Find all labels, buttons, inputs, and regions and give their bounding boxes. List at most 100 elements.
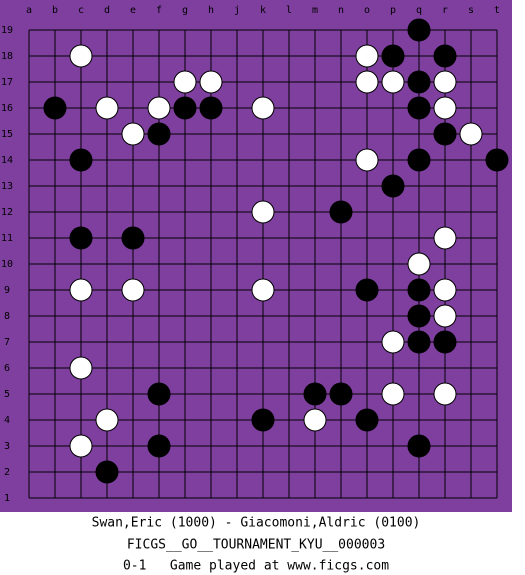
black-stone	[485, 148, 509, 172]
white-stone	[433, 70, 457, 94]
black-stone	[69, 226, 93, 250]
row-label: 11	[1, 233, 13, 244]
black-stone	[251, 408, 275, 432]
white-stone	[433, 278, 457, 302]
row-label: 4	[4, 415, 10, 426]
result: 0-1 Game played at www.ficgs.com	[123, 559, 389, 574]
black-stone	[433, 122, 457, 146]
black-stone	[407, 434, 431, 458]
white-stone	[303, 408, 327, 432]
white-stone	[147, 96, 171, 120]
white-stone	[433, 382, 457, 406]
white-stone	[69, 356, 93, 380]
black-stone	[69, 148, 93, 172]
row-label: 14	[1, 155, 13, 166]
black-stone	[121, 226, 145, 250]
black-stone	[147, 122, 171, 146]
row-label: 6	[4, 363, 10, 374]
black-stone	[407, 70, 431, 94]
row-label: 8	[4, 311, 10, 322]
black-stone	[355, 278, 379, 302]
column-label: r	[442, 5, 448, 16]
white-stone	[69, 278, 93, 302]
white-stone	[69, 44, 93, 68]
column-label: f	[156, 5, 162, 16]
black-stone	[407, 18, 431, 42]
white-stone	[433, 226, 457, 250]
row-label: 9	[4, 285, 10, 296]
white-stone	[251, 278, 275, 302]
row-label: 2	[4, 467, 10, 478]
white-stone	[121, 122, 145, 146]
black-stone	[43, 96, 67, 120]
white-stone	[381, 70, 405, 94]
players: Swan,Eric (1000) - Giacomoni,Aldric (010…	[92, 516, 421, 531]
black-stone	[147, 434, 171, 458]
black-stone	[407, 148, 431, 172]
row-label: 5	[4, 389, 10, 400]
column-label: s	[468, 5, 474, 16]
white-stone	[381, 382, 405, 406]
black-stone	[199, 96, 223, 120]
event: FICGS__GO__TOURNAMENT_KYU__000003	[127, 538, 385, 553]
row-label: 1	[4, 493, 10, 504]
black-stone	[381, 44, 405, 68]
column-label: c	[78, 5, 84, 16]
row-label: 18	[1, 51, 13, 62]
row-label: 17	[1, 77, 13, 88]
column-label: h	[208, 5, 214, 16]
black-stone	[407, 304, 431, 328]
row-label: 15	[1, 129, 13, 140]
white-stone	[433, 96, 457, 120]
white-stone	[173, 70, 197, 94]
row-label: 16	[1, 103, 13, 114]
column-label: e	[130, 5, 136, 16]
black-stone	[407, 278, 431, 302]
row-label: 3	[4, 441, 10, 452]
white-stone	[95, 96, 119, 120]
column-label: l	[286, 5, 292, 16]
white-stone	[69, 434, 93, 458]
column-label: g	[182, 5, 188, 16]
black-stone	[433, 330, 457, 354]
column-label: n	[338, 5, 344, 16]
column-label: k	[260, 5, 266, 16]
row-label: 12	[1, 207, 13, 218]
white-stone	[381, 330, 405, 354]
column-label: d	[104, 5, 110, 16]
row-label: 10	[1, 259, 13, 270]
white-stone	[355, 148, 379, 172]
white-stone	[251, 200, 275, 224]
white-stone	[199, 70, 223, 94]
black-stone	[381, 174, 405, 198]
black-stone	[303, 382, 327, 406]
white-stone	[407, 252, 431, 276]
white-stone	[121, 278, 145, 302]
column-label: q	[416, 5, 422, 16]
row-label: 7	[4, 337, 10, 348]
black-stone	[173, 96, 197, 120]
column-label: t	[494, 5, 500, 16]
column-label: b	[52, 5, 58, 16]
black-stone	[329, 200, 353, 224]
white-stone	[251, 96, 275, 120]
column-label: a	[26, 5, 32, 16]
column-label: o	[364, 5, 370, 16]
row-label: 19	[1, 25, 13, 36]
black-stone	[407, 330, 431, 354]
white-stone	[355, 44, 379, 68]
black-stone	[433, 44, 457, 68]
black-stone	[355, 408, 379, 432]
black-stone	[95, 460, 119, 484]
row-label: 13	[1, 181, 13, 192]
column-label: p	[390, 5, 396, 16]
white-stone	[459, 122, 483, 146]
column-label: m	[312, 5, 318, 16]
black-stone	[329, 382, 353, 406]
black-stone	[407, 96, 431, 120]
column-label: j	[234, 5, 240, 16]
white-stone	[355, 70, 379, 94]
white-stone	[95, 408, 119, 432]
